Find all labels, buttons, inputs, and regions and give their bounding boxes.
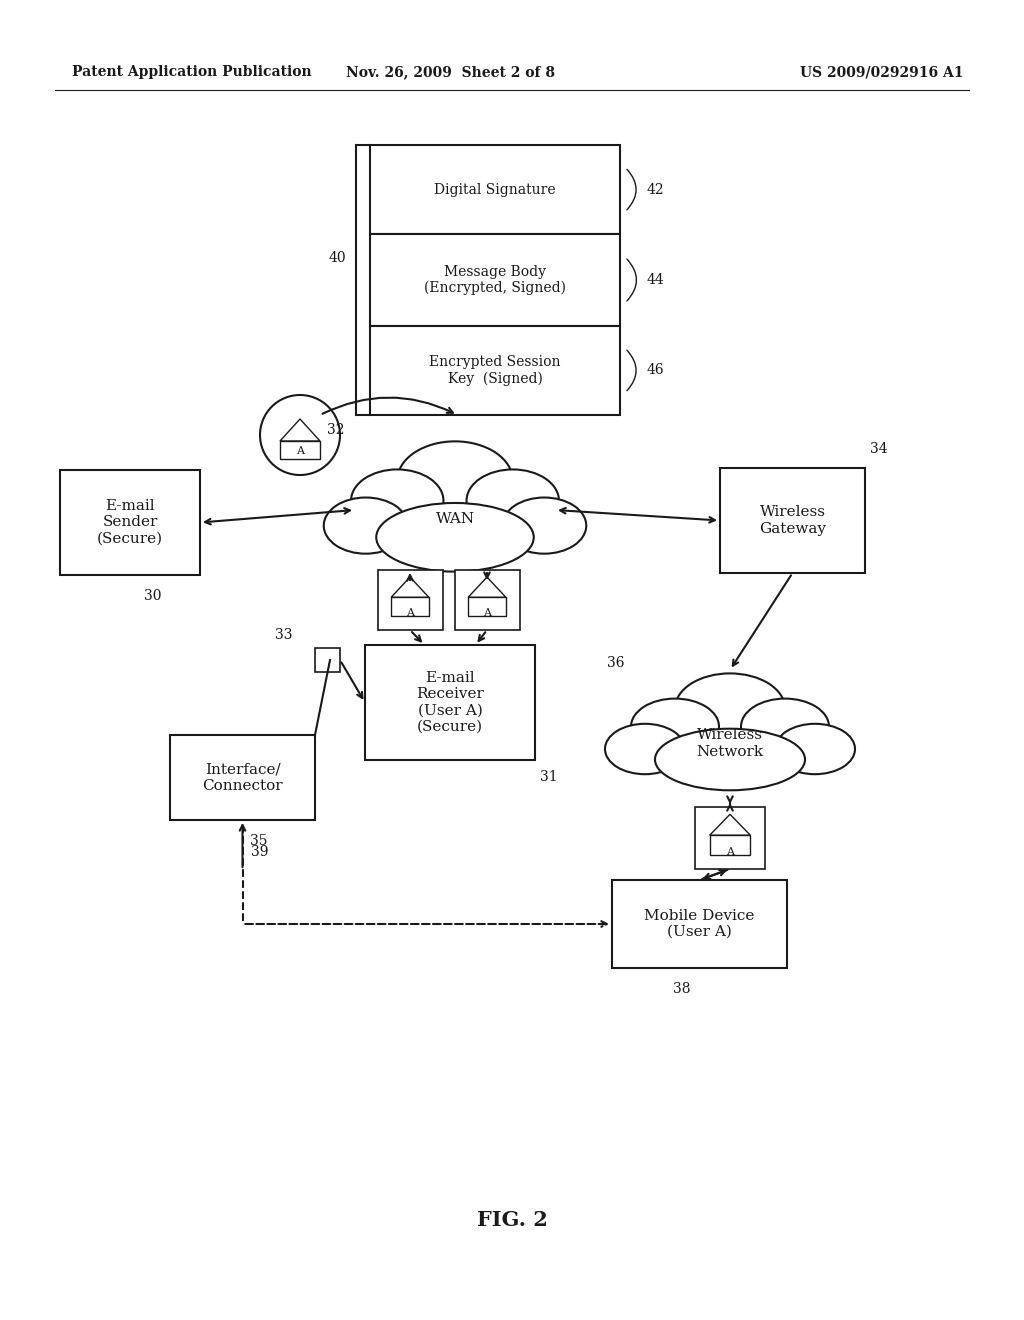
Bar <box>468 597 506 616</box>
Bar <box>695 807 765 869</box>
Text: 44: 44 <box>647 273 665 286</box>
Text: US 2009/0292916 A1: US 2009/0292916 A1 <box>801 65 964 79</box>
Ellipse shape <box>741 698 829 755</box>
Text: 35: 35 <box>250 834 267 847</box>
Text: 32: 32 <box>328 422 345 437</box>
Text: Digital Signature: Digital Signature <box>434 182 556 197</box>
Bar <box>365 645 535 760</box>
Text: Encrypted Session
Key  (Signed): Encrypted Session Key (Signed) <box>429 355 561 385</box>
Bar <box>280 441 319 459</box>
Text: Patent Application Publication: Patent Application Publication <box>72 65 311 79</box>
Bar <box>170 735 315 820</box>
Ellipse shape <box>775 723 855 775</box>
Ellipse shape <box>631 698 719 755</box>
Text: A: A <box>406 609 414 618</box>
Text: 42: 42 <box>647 182 665 197</box>
Text: Nov. 26, 2009  Sheet 2 of 8: Nov. 26, 2009 Sheet 2 of 8 <box>346 65 555 79</box>
Circle shape <box>260 395 340 475</box>
Ellipse shape <box>605 723 685 775</box>
Text: 30: 30 <box>144 589 162 603</box>
Text: 33: 33 <box>274 628 292 642</box>
Bar <box>370 234 620 326</box>
Text: 34: 34 <box>870 442 888 455</box>
Text: 40: 40 <box>329 251 346 265</box>
Text: E-mail
Sender
(Secure): E-mail Sender (Secure) <box>97 499 163 545</box>
Text: A: A <box>296 446 304 455</box>
Ellipse shape <box>324 498 408 553</box>
Text: E-mail
Receiver
(User A)
(Secure): E-mail Receiver (User A) (Secure) <box>416 671 484 734</box>
Text: Mobile Device
(User A): Mobile Device (User A) <box>644 909 755 939</box>
Bar <box>378 570 442 630</box>
Text: Wireless
Network: Wireless Network <box>696 729 764 759</box>
Text: 39: 39 <box>251 845 268 859</box>
Text: 31: 31 <box>540 770 558 784</box>
Bar <box>370 145 620 234</box>
Bar <box>710 836 751 855</box>
Ellipse shape <box>467 470 559 532</box>
Bar <box>612 880 787 968</box>
Bar <box>455 570 519 630</box>
Ellipse shape <box>655 729 805 791</box>
Text: 36: 36 <box>607 656 625 671</box>
Ellipse shape <box>351 470 443 532</box>
Text: Interface/
Connector: Interface/ Connector <box>202 763 283 792</box>
Bar <box>370 326 620 414</box>
Text: A: A <box>483 609 490 618</box>
Ellipse shape <box>376 503 534 572</box>
Text: FIG. 2: FIG. 2 <box>476 1210 548 1230</box>
Bar <box>60 470 200 576</box>
Bar <box>720 469 865 573</box>
Text: WAN: WAN <box>435 512 474 527</box>
Text: Message Body
(Encrypted, Signed): Message Body (Encrypted, Signed) <box>424 265 566 296</box>
Ellipse shape <box>397 441 513 519</box>
Text: A: A <box>726 846 734 857</box>
Bar <box>391 597 429 616</box>
Bar <box>315 648 340 672</box>
Text: 46: 46 <box>647 363 665 378</box>
Ellipse shape <box>675 673 785 743</box>
Ellipse shape <box>502 498 587 553</box>
Text: Wireless
Gateway: Wireless Gateway <box>759 506 826 536</box>
Text: 38: 38 <box>673 982 691 997</box>
